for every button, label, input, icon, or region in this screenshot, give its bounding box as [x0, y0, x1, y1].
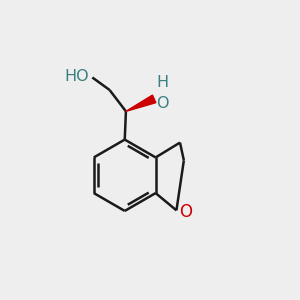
Text: O: O: [156, 96, 169, 111]
Text: H: H: [156, 75, 169, 90]
Text: O: O: [179, 202, 192, 220]
Text: HO: HO: [64, 69, 89, 84]
Polygon shape: [126, 95, 156, 111]
